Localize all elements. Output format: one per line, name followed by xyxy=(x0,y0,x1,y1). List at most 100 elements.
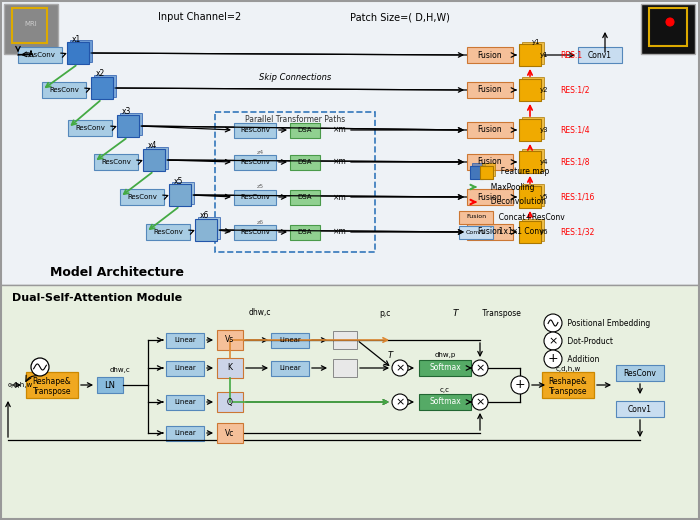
Bar xyxy=(215,112,375,252)
Bar xyxy=(522,149,543,171)
Bar xyxy=(120,189,164,205)
Bar xyxy=(217,358,243,378)
Text: ×: × xyxy=(475,363,484,373)
Bar xyxy=(0,285,700,520)
Bar xyxy=(290,189,320,204)
Text: x6: x6 xyxy=(199,212,209,220)
Bar xyxy=(169,184,191,206)
Bar xyxy=(522,76,543,98)
Text: ResConv: ResConv xyxy=(624,369,657,378)
Text: Linear: Linear xyxy=(279,365,301,371)
Text: p,c: p,c xyxy=(379,308,391,318)
Text: Q: Q xyxy=(227,397,233,407)
Text: ×: × xyxy=(395,397,405,407)
Bar xyxy=(12,8,47,43)
Text: DSA: DSA xyxy=(298,127,312,133)
Text: RES:1/2: RES:1/2 xyxy=(560,85,589,95)
Bar xyxy=(67,42,89,64)
Bar xyxy=(120,112,141,135)
Text: Linear: Linear xyxy=(174,399,196,405)
Bar xyxy=(616,401,664,417)
Bar xyxy=(271,332,309,347)
Bar xyxy=(522,116,543,138)
Bar xyxy=(94,154,138,170)
Text: Linear: Linear xyxy=(174,430,196,436)
Bar xyxy=(143,149,165,171)
Bar xyxy=(4,4,58,54)
Bar xyxy=(195,219,217,241)
Text: +: + xyxy=(547,353,559,366)
Bar xyxy=(166,425,204,440)
Bar xyxy=(472,163,485,176)
Text: z5: z5 xyxy=(256,185,264,189)
Bar xyxy=(459,226,493,239)
Bar xyxy=(94,74,116,97)
Text: ResConv: ResConv xyxy=(240,229,270,235)
Text: x4: x4 xyxy=(147,141,157,150)
Text: ×m: ×m xyxy=(333,192,347,201)
Bar xyxy=(69,40,92,61)
Bar xyxy=(649,8,687,46)
Text: c,d,h,w: c,d,h,w xyxy=(8,382,33,388)
Bar xyxy=(166,332,204,347)
Bar xyxy=(234,225,276,240)
Text: Vc: Vc xyxy=(225,428,234,437)
Text: y6: y6 xyxy=(540,229,548,235)
Circle shape xyxy=(544,350,562,368)
Text: Feature map: Feature map xyxy=(496,167,550,176)
Text: x2: x2 xyxy=(95,70,104,79)
Bar xyxy=(97,377,123,393)
Circle shape xyxy=(666,18,674,26)
Text: c,d,h,w: c,d,h,w xyxy=(555,366,580,372)
Bar xyxy=(480,165,493,178)
Text: ×: × xyxy=(548,336,558,346)
Text: Model Architecture: Model Architecture xyxy=(50,266,184,279)
Bar xyxy=(166,360,204,375)
Text: Linear: Linear xyxy=(279,337,301,343)
Text: Linear: Linear xyxy=(174,337,196,343)
Bar xyxy=(419,394,471,410)
Text: ResConv: ResConv xyxy=(153,229,183,235)
Text: Dot-Product: Dot-Product xyxy=(565,336,613,345)
Text: Deconvolution: Deconvolution xyxy=(486,198,546,206)
Bar xyxy=(467,122,513,138)
Text: Conv1: Conv1 xyxy=(588,50,612,59)
Bar xyxy=(117,115,139,137)
Bar xyxy=(467,224,513,240)
Text: x5: x5 xyxy=(174,176,183,186)
Text: ResConv: ResConv xyxy=(240,127,270,133)
Text: ResConv: ResConv xyxy=(75,125,105,131)
Bar xyxy=(542,372,594,398)
Text: T: T xyxy=(387,350,393,359)
Bar xyxy=(519,79,541,101)
Bar xyxy=(42,82,86,98)
Bar xyxy=(519,221,541,243)
Text: Transpose: Transpose xyxy=(480,308,521,318)
Text: Fusion: Fusion xyxy=(477,228,503,237)
Bar xyxy=(68,120,112,136)
Text: y3: y3 xyxy=(540,127,548,133)
Bar xyxy=(616,365,664,381)
Text: ×m: ×m xyxy=(333,158,347,166)
Bar xyxy=(91,77,113,99)
Text: Positional Embedding: Positional Embedding xyxy=(565,318,650,328)
Circle shape xyxy=(511,376,529,394)
Text: dhw,c: dhw,c xyxy=(110,367,130,373)
Bar xyxy=(467,47,513,63)
Bar xyxy=(234,189,276,204)
Text: DSA: DSA xyxy=(298,194,312,200)
Text: dhw,p: dhw,p xyxy=(435,352,456,358)
Text: Input Channel=2: Input Channel=2 xyxy=(158,12,242,22)
Text: Softmax: Softmax xyxy=(429,363,461,372)
Bar xyxy=(519,186,541,208)
Text: y1: y1 xyxy=(532,39,540,45)
Text: +: + xyxy=(514,379,525,392)
Text: ResConv: ResConv xyxy=(49,87,79,93)
Bar xyxy=(519,119,541,141)
Bar xyxy=(522,184,543,205)
Text: Fusion: Fusion xyxy=(477,125,503,135)
Text: c,c: c,c xyxy=(440,387,450,393)
Bar xyxy=(234,154,276,170)
Text: RES:1/8: RES:1/8 xyxy=(560,158,589,166)
Text: ResConv: ResConv xyxy=(240,159,270,165)
